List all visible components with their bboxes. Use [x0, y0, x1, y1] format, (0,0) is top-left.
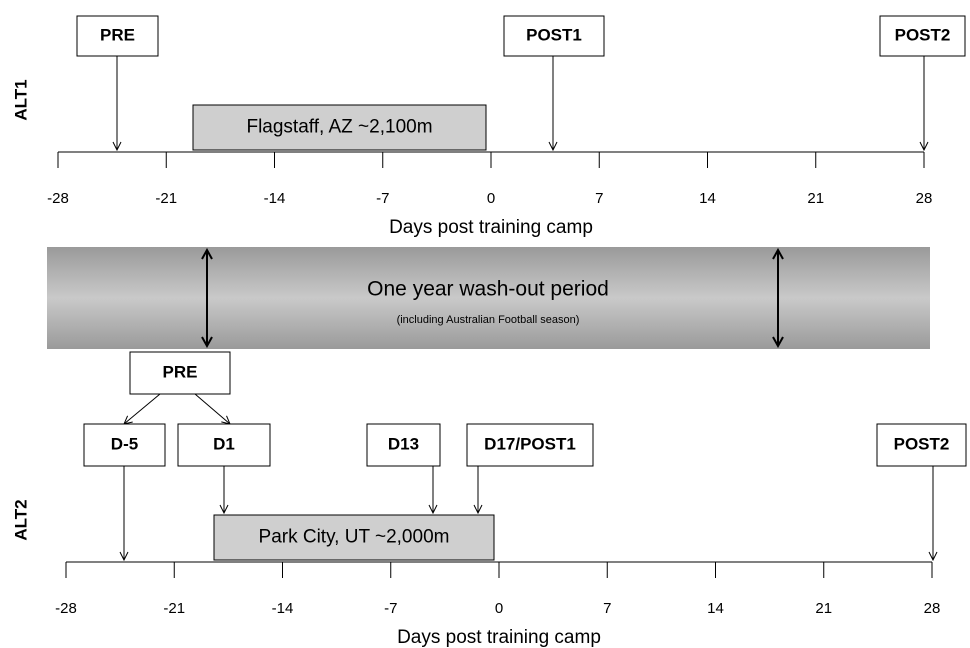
tick-label: -7: [384, 600, 397, 617]
event-box: [83, 423, 166, 467]
event-box: [876, 423, 967, 467]
event-label: POST2: [894, 434, 950, 453]
tick-label: -14: [272, 600, 294, 617]
group-box: [129, 351, 231, 395]
timeline-label: ALT2: [11, 499, 30, 540]
group-arrow: [194, 393, 230, 424]
site-box: [192, 104, 487, 151]
tick-label: 21: [807, 190, 824, 207]
event-box: [466, 423, 594, 467]
axis-title: Days post training camp: [397, 627, 601, 648]
event-box: [503, 15, 605, 57]
site-label: Flagstaff, AZ ~2,100m: [246, 117, 432, 138]
tick-label: 0: [487, 190, 495, 207]
event-label: D17/POST1: [484, 434, 576, 453]
event-box: [76, 15, 159, 57]
tick-label: 21: [815, 600, 832, 617]
event-label: D1: [213, 434, 235, 453]
tick-label: 28: [924, 600, 941, 617]
tick-label: 28: [916, 190, 933, 207]
tick-label: 7: [603, 600, 611, 617]
tick-label: 7: [595, 190, 603, 207]
tick-label: -28: [47, 190, 69, 207]
event-label: POST2: [895, 25, 951, 44]
event-label: D13: [388, 434, 419, 453]
site-label: Park City, UT ~2,000m: [259, 527, 450, 548]
event-box: [879, 15, 966, 57]
group-arrow: [124, 393, 161, 424]
tick-label: -21: [163, 600, 185, 617]
washout-title: One year wash-out period: [367, 278, 609, 301]
tick-label: 14: [699, 190, 716, 207]
tick-label: -21: [155, 190, 177, 207]
washout-subtitle: (including Australian Football season): [397, 314, 580, 326]
event-label: POST1: [526, 25, 582, 44]
group-label: PRE: [163, 362, 198, 381]
tick-label: 0: [495, 600, 503, 617]
tick-label: -28: [55, 600, 77, 617]
tick-label: -14: [264, 190, 286, 207]
event-label: PRE: [100, 25, 135, 44]
timeline-label: ALT1: [11, 79, 30, 120]
site-box: [213, 514, 495, 561]
axis-title: Days post training camp: [389, 217, 593, 238]
event-box: [366, 423, 441, 467]
tick-label: -7: [376, 190, 389, 207]
event-box: [177, 423, 271, 467]
tick-label: 14: [707, 600, 724, 617]
event-label: D-5: [111, 434, 138, 453]
